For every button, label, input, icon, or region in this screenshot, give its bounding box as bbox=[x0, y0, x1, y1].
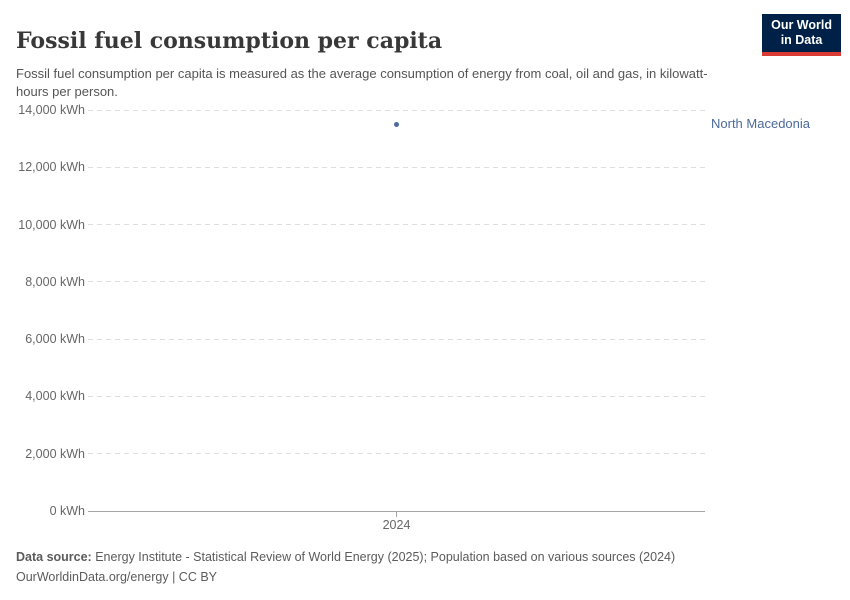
y-gridline bbox=[88, 453, 705, 455]
y-tick-label: 12,000 kWh bbox=[18, 160, 85, 175]
data-point-north-macedonia[interactable] bbox=[394, 121, 399, 127]
y-tick-label: 4,000 kWh bbox=[25, 389, 85, 404]
chart-subtitle: Fossil fuel consumption per capita is me… bbox=[16, 66, 708, 99]
datasource-line: Data source: Energy Institute - Statisti… bbox=[16, 547, 776, 567]
owid-logo-line1: Our World bbox=[771, 18, 832, 32]
y-gridline bbox=[88, 281, 705, 283]
y-tick-label: 6,000 kWh bbox=[25, 332, 85, 347]
y-tick-label: 0 kWh bbox=[49, 504, 85, 518]
y-gridline bbox=[88, 395, 705, 397]
y-tick-label: 2,000 kWh bbox=[25, 446, 85, 461]
owid-logo-line2: in Data bbox=[780, 33, 823, 47]
owid-logo[interactable]: Our World in Data bbox=[762, 14, 841, 56]
y-tick-label: 14,000 kWh bbox=[18, 103, 85, 117]
entity-label-north-macedonia[interactable]: North Macedonia bbox=[711, 116, 810, 132]
y-gridline bbox=[88, 338, 705, 340]
x-tick-mark bbox=[396, 511, 397, 517]
y-gridline bbox=[88, 224, 705, 226]
x-tick-label: 2024 bbox=[382, 518, 411, 532]
chart-title: Fossil fuel consumption per capita bbox=[16, 27, 443, 54]
y-gridline bbox=[88, 109, 705, 111]
y-tick-label: 10,000 kWh bbox=[18, 217, 85, 232]
y-tick-label: 8,000 kWh bbox=[25, 274, 85, 289]
datasource-label: Data source: bbox=[16, 550, 92, 564]
owid-url-license-link[interactable]: OurWorldinData.org/energy | CC BY bbox=[16, 570, 218, 584]
datasource-text: Energy Institute - Statistical Review of… bbox=[91, 550, 676, 564]
chart-footer: Data source: Energy Institute - Statisti… bbox=[16, 547, 776, 587]
y-gridline bbox=[88, 166, 705, 168]
